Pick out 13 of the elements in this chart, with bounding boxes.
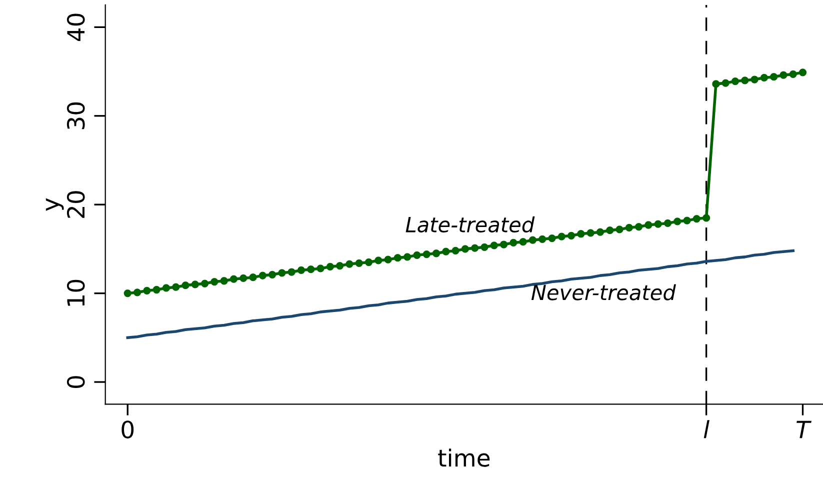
y-tick-label: 20 [66, 191, 85, 218]
line-series [126, 249, 794, 340]
annotation: Never-treated [531, 284, 676, 300]
y-axis-title: y [46, 198, 64, 211]
x-tick-label: T [796, 420, 812, 438]
y-tick-label: 40 [66, 14, 85, 42]
x-tick-label: l [704, 420, 710, 438]
y-tick-label: 0 [66, 376, 85, 388]
y-tick-label: 10 [66, 280, 85, 306]
annotation: Late-treated [406, 216, 535, 232]
x-axis-title: time [438, 448, 490, 467]
x-tick-label: 0 [122, 420, 134, 438]
y-tick-label: 30 [66, 102, 85, 130]
